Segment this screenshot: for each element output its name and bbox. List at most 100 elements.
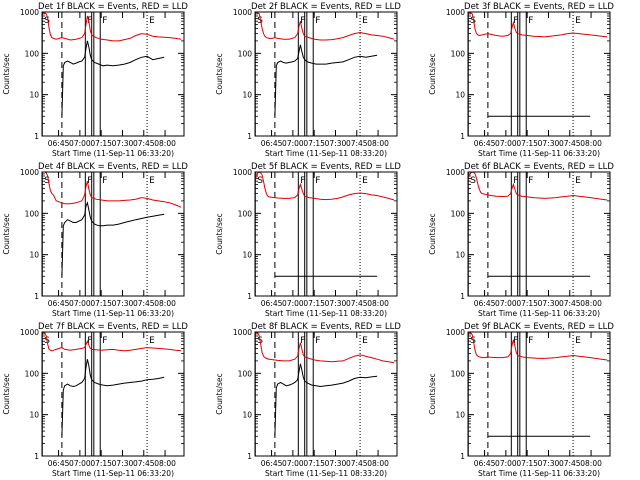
series-lld <box>41 11 182 42</box>
x-tick-label: 08:00 <box>580 299 602 308</box>
x-tick-label: 08:00 <box>367 459 389 468</box>
marker-label: S <box>44 176 50 186</box>
y-tick-label: 1000 <box>233 8 252 17</box>
x-tick-label: 06:45 <box>261 459 283 468</box>
y-tick-label: 10 <box>242 251 252 260</box>
marker-label: E <box>575 176 581 186</box>
marker-label: F <box>87 336 92 346</box>
y-tick-label: 10 <box>29 411 39 420</box>
y-axis-label: Counts/sec <box>428 213 437 254</box>
x-tick-label: 07:45 <box>133 139 155 148</box>
plot-frame <box>254 171 398 297</box>
marker-label: F <box>300 336 305 346</box>
marker-label: F <box>102 336 107 346</box>
marker-label: E <box>575 336 581 346</box>
x-tick-label: 07:45 <box>133 299 155 308</box>
x-tick-label: 07:45 <box>559 459 581 468</box>
y-tick-label: 1 <box>460 292 465 301</box>
y-tick-label: 10 <box>455 251 465 260</box>
x-tick-label: 07:15 <box>516 299 538 308</box>
y-axis-label: Counts/sec <box>428 373 437 414</box>
y-tick-label: 100 <box>238 369 253 378</box>
marker-label: E <box>149 336 155 346</box>
marker-label: E <box>362 16 368 26</box>
y-tick-label: 100 <box>451 369 466 378</box>
y-tick-label: 1 <box>247 452 252 461</box>
x-tick-label: 07:30 <box>538 459 560 468</box>
detector-panel-4: Det 4f BLACK = Events, RED = LLD Counts/s… <box>2 162 188 318</box>
panel-title: Det 3f BLACK = Events, RED = LLD <box>464 2 614 12</box>
y-tick-label: 1000 <box>20 168 39 177</box>
y-tick-label: 10 <box>242 411 252 420</box>
x-tick-label: 07:00 <box>282 299 304 308</box>
x-tick-label: 07:15 <box>303 459 325 468</box>
plot-frame <box>254 11 398 137</box>
panel-title: Det 2f BLACK = Events, RED = LLD <box>251 2 401 12</box>
x-tick-label: 06:45 <box>48 459 70 468</box>
plot-frame <box>254 331 398 457</box>
detector-panel-2: Det 2f BLACK = Events, RED = LLD Counts/s… <box>215 2 401 158</box>
y-tick-label: 10 <box>455 411 465 420</box>
y-tick-label: 1000 <box>446 328 465 337</box>
marker-label: F <box>315 336 320 346</box>
y-axis-label: Counts/sec <box>428 53 437 94</box>
x-tick-label: 08:00 <box>367 139 389 148</box>
x-tick-label: 06:45 <box>261 139 283 148</box>
x-tick-label: 07:45 <box>133 459 155 468</box>
y-tick-label: 1000 <box>20 328 39 337</box>
marker-label: F <box>528 336 533 346</box>
x-tick-label: 08:00 <box>154 299 176 308</box>
plot-frame <box>467 11 611 137</box>
y-axis-label: Counts/sec <box>2 213 11 254</box>
y-tick-label: 1 <box>247 292 252 301</box>
series-lld <box>467 331 608 361</box>
x-axis-label: Start Time (11-Sep-11 06:33:20) <box>478 469 600 478</box>
x-tick-label: 07:00 <box>282 459 304 468</box>
y-tick-label: 1 <box>460 452 465 461</box>
y-axis-label: Counts/sec <box>215 373 224 414</box>
marker-label: E <box>362 336 368 346</box>
x-tick-label: 07:00 <box>69 139 91 148</box>
detector-panel-5: Det 5f BLACK = Events, RED = LLD Counts/s… <box>215 162 401 318</box>
detector-panel-3: Det 3f BLACK = Events, RED = LLD Counts/s… <box>428 2 614 158</box>
series-events <box>274 363 378 437</box>
x-tick-label: 06:45 <box>474 459 496 468</box>
x-tick-label: 08:00 <box>154 459 176 468</box>
x-axis-label: Start Time (11-Sep-11 06:33:20) <box>478 149 600 158</box>
x-tick-label: 07:30 <box>325 459 347 468</box>
x-axis-label: Start Time (11-Sep-11 06:33:20) <box>52 309 174 318</box>
detector-panel-6: Det 6f BLACK = Events, RED = LLD Counts/s… <box>428 162 614 318</box>
detector-panel-8: Det 8f BLACK = Events, RED = LLD Counts/s… <box>215 322 401 478</box>
y-tick-label: 1 <box>34 292 39 301</box>
y-axis-label: Counts/sec <box>2 53 11 94</box>
marker-label: E <box>575 16 581 26</box>
marker-label: F <box>513 16 518 26</box>
x-tick-label: 06:45 <box>48 299 70 308</box>
marker-label: F <box>513 176 518 186</box>
x-axis-label: Start Time (11-Sep-11 06:33:20) <box>52 149 174 158</box>
y-tick-label: 1 <box>460 132 465 141</box>
x-tick-label: 07:30 <box>325 139 347 148</box>
y-tick-label: 100 <box>25 209 40 218</box>
series-lld <box>254 11 395 41</box>
x-axis-label: Start Time (11-Sep-11 06:33:20) <box>478 309 600 318</box>
series-events <box>61 359 165 437</box>
series-lld <box>254 171 395 201</box>
y-tick-label: 1000 <box>20 8 39 17</box>
series-lld <box>467 11 608 38</box>
marker-label: S <box>470 176 476 186</box>
panel-title: Det 9f BLACK = Events, RED = LLD <box>464 322 614 332</box>
x-tick-label: 08:00 <box>580 139 602 148</box>
detector-panel-9: Det 9f BLACK = Events, RED = LLD Counts/s… <box>428 322 614 478</box>
y-tick-label: 10 <box>29 251 39 260</box>
marker-label: S <box>257 176 263 186</box>
x-tick-label: 07:45 <box>559 139 581 148</box>
y-axis-label: Counts/sec <box>215 53 224 94</box>
x-tick-label: 07:45 <box>346 299 368 308</box>
marker-label: F <box>315 176 320 186</box>
x-tick-label: 07:00 <box>495 139 517 148</box>
series-lld <box>254 331 395 364</box>
x-tick-label: 07:15 <box>90 139 112 148</box>
x-tick-label: 07:30 <box>325 299 347 308</box>
